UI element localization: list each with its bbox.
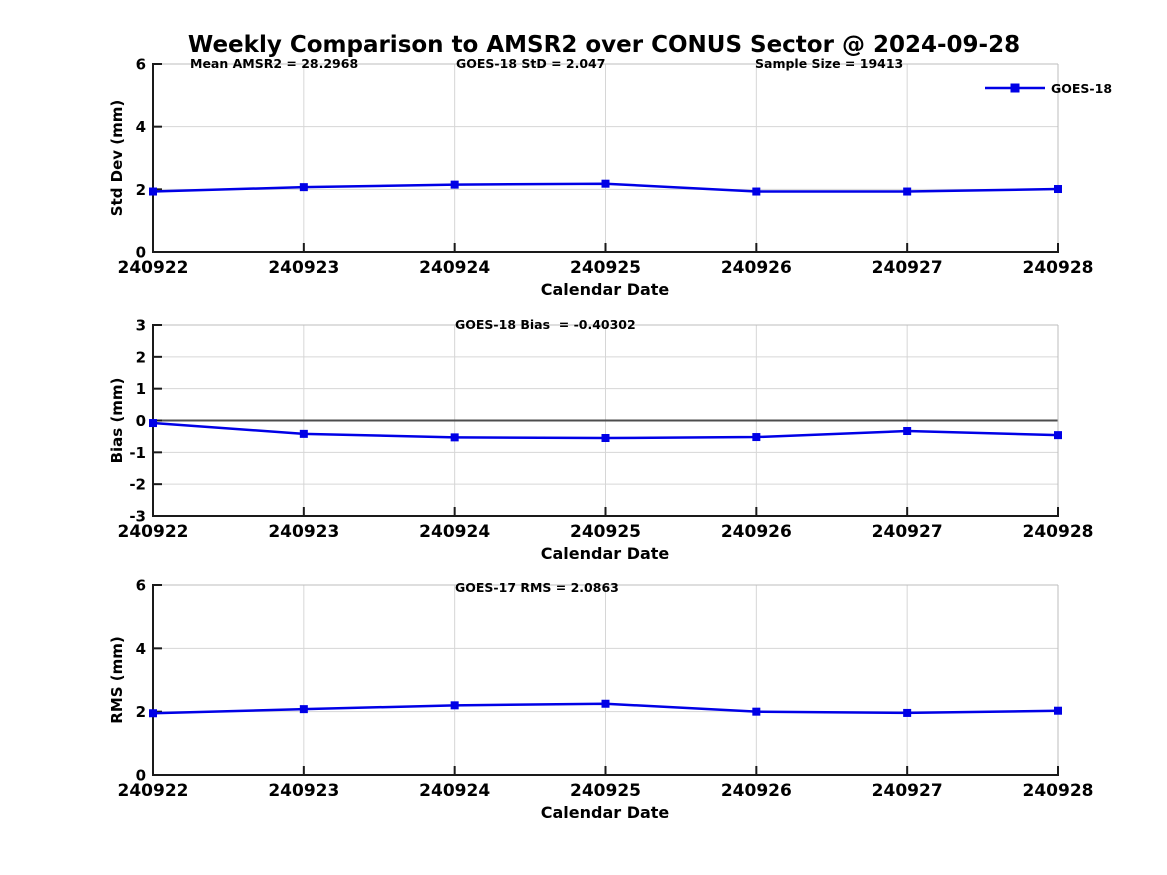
data-point-marker (903, 427, 912, 436)
bias-plot-area (149, 324, 1062, 517)
bias-x-axis-label: Calendar Date (541, 544, 670, 563)
data-point-marker (601, 699, 610, 708)
x-tick-label: 240924 (419, 522, 490, 542)
data-point-marker (450, 433, 459, 442)
x-tick-label: 240924 (419, 781, 490, 801)
stddev-y-axis-label: Std Dev (mm) (108, 100, 126, 217)
data-point-marker (149, 709, 157, 718)
legend: GOES-18 (985, 81, 1112, 96)
x-tick-label: 240927 (872, 522, 943, 542)
x-tick-label: 240923 (268, 258, 339, 278)
y-tick-label: 4 (136, 118, 146, 136)
annotation-goes18-std: GOES-18 StD = 2.047 (456, 56, 605, 71)
data-point-marker (299, 183, 308, 192)
data-point-marker (149, 187, 157, 196)
x-tick-label: 240928 (1023, 522, 1094, 542)
data-point-marker (903, 187, 912, 196)
stddev-x-tick-labels: 240922 240923 240924 240925 240926 240927 2409… (118, 258, 1094, 278)
x-tick-label: 240927 (872, 258, 943, 278)
y-tick-label: -2 (129, 476, 146, 494)
annotation-goes18-bias: GOES-18 Bias = -0.40302 (455, 317, 636, 332)
y-tick-label: 6 (136, 577, 146, 595)
annotation-sample-size: Sample Size = 19413 (755, 56, 903, 71)
x-tick-label: 240922 (118, 258, 189, 278)
x-tick-label: 240923 (268, 522, 339, 542)
data-point-marker (450, 701, 459, 710)
data-point-marker (299, 705, 308, 714)
data-point-marker (601, 179, 610, 188)
data-point-marker (1054, 706, 1062, 715)
x-tick-label: 240926 (721, 258, 792, 278)
x-tick-label: 240928 (1023, 258, 1094, 278)
x-tick-label: 240928 (1023, 781, 1094, 801)
rms-x-tick-labels: 240922 240923 240924 240925 240926 240927 2409… (118, 781, 1094, 801)
figure-title: Weekly Comparison to AMSR2 over CONUS Se… (188, 32, 1020, 58)
y-tick-label: -1 (129, 444, 146, 462)
x-tick-label: 240925 (570, 781, 641, 801)
legend-label: GOES-18 (1051, 81, 1112, 96)
stddev-x-axis-label: Calendar Date (541, 280, 670, 299)
y-tick-label: 0 (136, 767, 146, 785)
x-tick-label: 240925 (570, 258, 641, 278)
rms-y-tick-labels: 0 2 4 6 (136, 577, 146, 785)
y-tick-label: 2 (136, 348, 146, 366)
x-tick-label: 240924 (419, 258, 490, 278)
data-point-marker (601, 434, 610, 443)
y-tick-label: 6 (136, 56, 146, 74)
annotation-goes17-rms: GOES-17 RMS = 2.0863 (455, 580, 619, 595)
rms-y-axis-label: RMS (mm) (108, 636, 126, 723)
x-tick-label: 240927 (872, 781, 943, 801)
y-tick-label: 1 (136, 380, 146, 398)
y-tick-label: 0 (136, 412, 146, 430)
data-point-marker (450, 180, 459, 189)
y-tick-label: -3 (129, 508, 146, 526)
rms-plot-area (149, 584, 1062, 776)
x-tick-label: 240922 (118, 522, 189, 542)
annotation-mean-amsr2: Mean AMSR2 = 28.2968 (190, 56, 358, 71)
data-point-marker (752, 187, 761, 196)
data-point-marker (752, 433, 761, 442)
bias-x-tick-labels: 240922 240923 240924 240925 240926 240927 2409… (118, 522, 1094, 542)
rms-x-axis-label: Calendar Date (541, 803, 670, 822)
data-point-marker (752, 707, 761, 716)
bias-y-axis-label: Bias (mm) (108, 378, 126, 464)
x-tick-label: 240925 (570, 522, 641, 542)
y-tick-label: 0 (136, 244, 146, 262)
x-tick-label: 240926 (721, 522, 792, 542)
data-point-marker (903, 708, 912, 717)
y-tick-label: 3 (136, 317, 146, 335)
y-tick-label: 2 (136, 181, 146, 199)
data-point-marker (1054, 431, 1062, 440)
x-tick-label: 240923 (268, 781, 339, 801)
x-tick-label: 240922 (118, 781, 189, 801)
bias-y-tick-labels: -3 -2 -1 0 1 2 3 (129, 317, 146, 526)
stddev-plot-area (149, 63, 1062, 253)
stddev-y-tick-labels: 0 2 4 6 (136, 56, 146, 262)
x-tick-label: 240926 (721, 781, 792, 801)
data-point-marker (149, 419, 157, 428)
y-tick-label: 2 (136, 703, 146, 721)
data-point-marker (299, 429, 308, 438)
data-point-marker (1054, 185, 1062, 194)
y-tick-label: 4 (136, 640, 146, 658)
legend-square-marker-icon (1010, 83, 1020, 93)
